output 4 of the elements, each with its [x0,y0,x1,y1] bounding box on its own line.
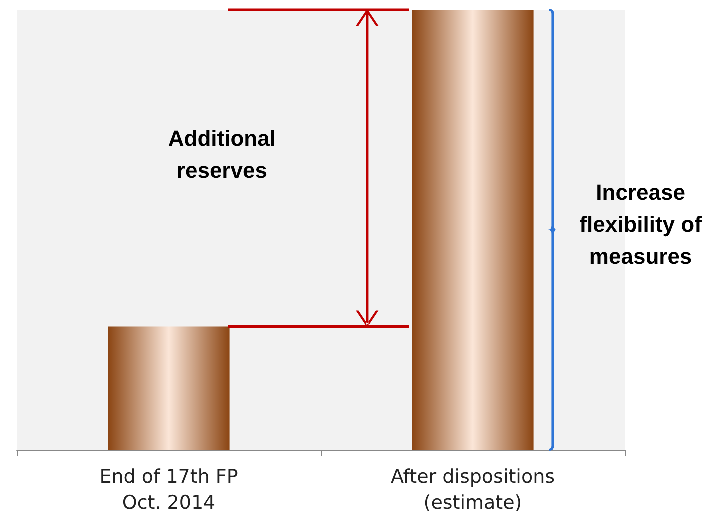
annotation: Additional reserves [167,125,277,186]
x-tick-label: End of 17th FP Oct. 2014 [100,466,238,514]
annotation: Increase flexibility of measures [578,179,703,271]
x-tick-label: After dispositions (estimate) [390,466,556,514]
